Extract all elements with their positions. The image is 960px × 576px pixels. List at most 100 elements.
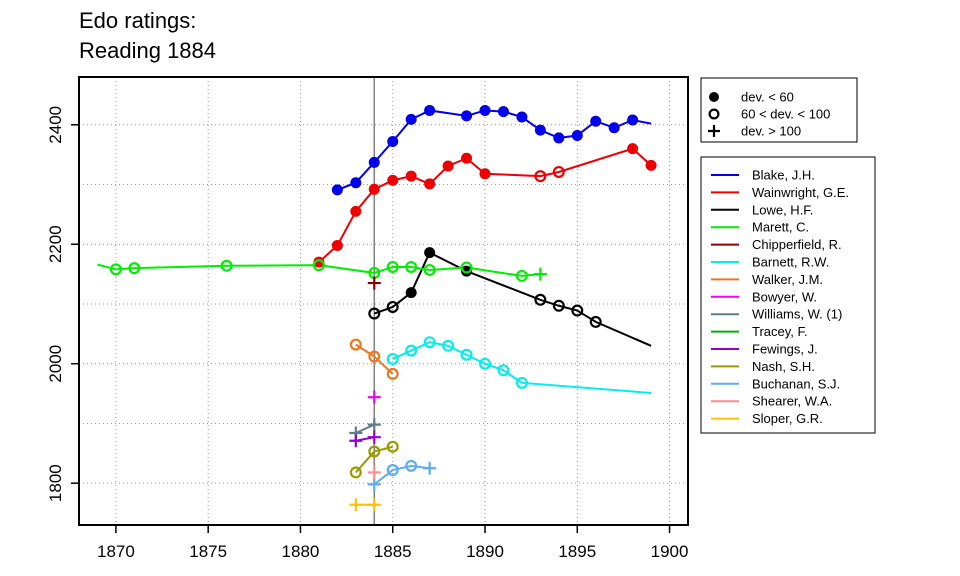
point-nash-s-h-1885 [386,440,399,453]
series-legend-label-wainwright-g-e: Wainwright, G.E. [752,185,849,200]
x-tick-label-1895: 1895 [558,542,596,561]
point-wainwright-g-e-1889 [461,152,473,164]
marker-legend-box [700,77,858,143]
series-legend-label-buchanan-s-j: Buchanan, S.J. [752,376,840,391]
series-points [109,104,657,512]
point-barnett-r-w-1888 [442,339,455,352]
x-tick-label-1900: 1900 [651,542,689,561]
point-lowe-h-f-1893 [534,293,547,306]
point-lowe-h-f-1896 [589,315,602,328]
point-lowe-h-f-1884 [368,307,381,320]
point-lowe-h-f-1895 [571,304,584,317]
series-line-marett-c-0 [97,263,541,277]
point-wainwright-g-e-1887 [424,178,436,190]
x-axis: 1870 1875 1880 1885 1890 1895 1900 [97,525,688,561]
series-line-barnett-r-w-0 [392,341,652,394]
y-tick-label-2200: 2200 [46,225,65,263]
x-tick-label-1870: 1870 [97,542,135,561]
series-line-blake-j-h-0 [337,109,652,191]
point-bowyer-w-1884 [367,390,381,404]
point-lowe-h-f-1887 [424,247,436,259]
point-wainwright-g-e-1883 [350,205,362,217]
point-nash-s-h-1883 [349,466,362,479]
point-blake-j-h-1895 [571,130,583,142]
point-sloper-g-r-1883 [349,498,363,512]
point-barnett-r-w-1891 [497,364,510,377]
point-wainwright-g-e-1893 [534,170,547,183]
series-legend-label-chipperfield-r: Chipperfield, R. [752,237,842,252]
x-tick-label-1875: 1875 [189,542,227,561]
point-buchanan-s-j-1884 [367,477,381,491]
x-tick-label-1880: 1880 [282,542,320,561]
marker-legend-symbol-circle [708,108,720,120]
marker-legend: dev. < 60 60 < dev. < 100 dev. > 100 [700,77,858,143]
series-legend-label-fewings-j: Fewings, J. [752,342,818,357]
point-marett-c-1892 [515,269,528,282]
point-wainwright-g-e-1885 [387,174,399,186]
point-blake-j-h-1893 [534,124,546,136]
point-fewings-j-1884 [367,430,381,444]
point-shearer-w-a-1884 [367,465,381,479]
point-walker-j-m-1885 [386,367,399,380]
point-barnett-r-w-1889 [460,348,473,361]
point-marett-c-1870 [109,263,122,276]
plot-frame [78,76,689,526]
series-line-nash-s-h-0 [355,445,393,474]
point-marett-c-1885 [386,260,399,273]
point-blake-j-h-1896 [590,115,602,127]
point-walker-j-m-1884 [368,350,381,363]
marker-legend-symbol-plus [708,125,720,137]
point-buchanan-s-j-1887 [423,461,437,475]
point-blake-j-h-1890 [479,104,491,116]
point-nash-s-h-1884 [368,445,381,458]
series-legend-label-tracey-f: Tracey, F. [752,324,808,339]
point-marett-c-1881 [312,259,325,272]
point-marett-c-1887 [423,263,436,276]
point-blake-j-h-1887 [424,104,436,116]
point-blake-j-h-1885 [387,136,399,148]
marker-legend-symbol-dot [709,92,719,102]
point-marett-c-1889 [460,261,473,274]
y-axis: 1800 2000 2200 2400 [46,106,79,502]
point-buchanan-s-j-1885 [386,464,399,477]
point-wainwright-g-e-1899 [645,159,657,171]
series-legend-label-bowyer-w: Bowyer, W. [752,289,817,304]
point-marett-c-1886 [405,260,418,273]
point-sloper-g-r-1884 [367,498,381,512]
point-blake-j-h-1898 [627,114,639,126]
marker-legend-label-plus: dev. > 100 [741,124,801,139]
point-blake-j-h-1897 [608,122,620,134]
x-tick-label-1890: 1890 [466,542,504,561]
point-wainwright-g-e-1888 [442,160,454,172]
series-legend-label-lowe-h-f: Lowe, H.F. [752,202,813,217]
series-line-williams-w-1-0 [355,423,375,434]
y-tick-label-2000: 2000 [46,345,65,383]
point-blake-j-h-1894 [553,132,565,144]
x-tick-label-1885: 1885 [374,542,412,561]
point-buchanan-s-j-1886 [405,459,418,472]
point-blake-j-h-1884 [368,156,380,168]
point-wainwright-g-e-1890 [479,168,491,180]
point-blake-j-h-1892 [516,111,528,123]
point-blake-j-h-1889 [461,110,473,122]
point-wainwright-g-e-1898 [627,143,639,155]
series-legend-label-shearer-w-a: Shearer, W.A. [752,394,832,409]
series-legend-label-marett-c: Marett, C. [752,220,809,235]
series-legend: Blake, J.H. Wainwright, G.E. Lowe, H.F. Mar… [700,156,876,434]
point-blake-j-h-1882 [331,184,343,196]
marker-legend-label-dot: dev. < 60 [741,90,794,105]
point-wainwright-g-e-1881 [313,256,325,268]
point-wainwright-g-e-1882 [331,239,343,251]
series-line-buchanan-s-j-0 [373,464,430,486]
series-legend-label-williams-w-1: Williams, W. (1) [752,307,842,322]
grid-lines [79,77,688,525]
point-lowe-h-f-1889 [461,265,473,277]
series-legend-box [700,156,876,434]
series-legend-label-nash-s-h: Nash, S.H. [752,359,815,374]
point-fewings-j-1883 [349,434,363,448]
series-legend-label-sloper-g-r: Sloper, G.R. [752,411,823,426]
point-barnett-r-w-1887 [423,336,436,349]
point-williams-w-1-1884 [367,418,381,432]
point-chipperfield-r-1884 [367,276,381,290]
